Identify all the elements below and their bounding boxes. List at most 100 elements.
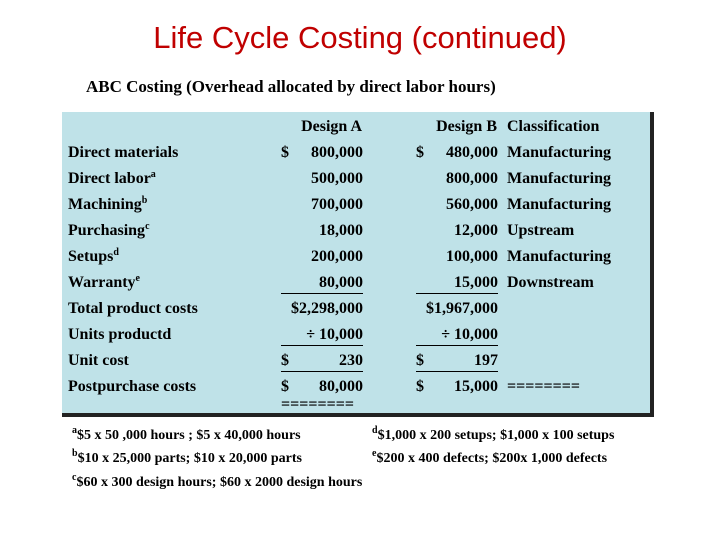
row-label: Units productd (68, 325, 171, 345)
classification: ======== (507, 378, 580, 395)
amount: 800,000 (446, 170, 498, 187)
design-a-cell: $230 (281, 351, 363, 372)
row-label: Total product costs (68, 299, 198, 319)
row-label: Unit cost (68, 351, 129, 371)
classification: Manufacturing (507, 170, 611, 187)
currency-sign: $ (416, 378, 424, 395)
currency-sign: $ (281, 378, 289, 395)
label-text: Warranty (68, 274, 136, 291)
double-rule: ======== (281, 396, 354, 413)
column-header: Design B (436, 118, 497, 135)
footnote: e$200 x 400 defects; $200x 1,000 defects (372, 448, 608, 467)
amount: 18,000 (319, 222, 363, 239)
row-label: Setupsd (68, 247, 119, 267)
row-label: Direct labora (68, 169, 156, 189)
amount: 80,000 (319, 378, 363, 395)
footnote-text: $5 x 50 ,000 hours ; $5 x 40,000 hours (77, 428, 301, 443)
row-label: Postpurchase costs (68, 377, 196, 397)
amount: 560,000 (446, 196, 498, 213)
footnote-text: $10 x 25,000 parts; $10 x 20,000 parts (77, 451, 302, 466)
classification: Manufacturing (507, 248, 611, 265)
label-text: Purchasing (68, 222, 146, 239)
amount: 230 (339, 352, 363, 369)
amount: ÷ 10,000 (306, 326, 363, 343)
design-b-cell: $197 (416, 351, 498, 372)
amount: 15,000 (454, 378, 498, 395)
design-b-cell: 560,000 (416, 195, 498, 215)
amount: 100,000 (446, 248, 498, 265)
classification: Upstream (507, 222, 575, 239)
amount: 197 (474, 352, 498, 369)
currency-sign: $ (416, 144, 424, 161)
table-box (62, 112, 654, 417)
footnote-mark: e (372, 448, 377, 459)
column-header: Classification (507, 118, 600, 135)
footnote-mark: a (72, 425, 77, 436)
label-text: Total product costs (68, 300, 198, 317)
footnote-text: $60 x 300 design hours; $60 x 2000 desig… (76, 475, 363, 490)
footnote-mark: b (72, 448, 78, 459)
design-a-cell: 18,000 (281, 221, 363, 241)
row-label: Direct materials (68, 143, 178, 163)
design-a-cell: $80,000 (281, 377, 363, 397)
amount: 500,000 (311, 170, 363, 187)
design-b-cell: $1,967,000 (416, 299, 498, 319)
footnote: a$5 x 50 ,000 hours ; $5 x 40,000 hours (72, 425, 301, 444)
row-label: Warrantye (68, 273, 140, 293)
footnote-mark: c (145, 221, 150, 232)
design-b-cell: $480,000 (416, 143, 498, 163)
subtitle: ABC Costing (Overhead allocated by direc… (86, 77, 496, 96)
design-a-cell: 80,000 (281, 273, 363, 294)
footnote-mark: d (113, 247, 119, 258)
classification: Manufacturing (507, 196, 611, 213)
currency-sign: $ (416, 352, 424, 369)
row-label: Machiningb (68, 195, 147, 215)
footnote-text: $200 x 400 defects; $200x 1,000 defects (376, 451, 608, 466)
design-a-cell: 700,000 (281, 195, 363, 215)
amount: $1,967,000 (426, 300, 498, 317)
amount: 12,000 (454, 222, 498, 239)
design-a-cell: ÷ 10,000 (281, 325, 363, 346)
footnote-mark: d (372, 425, 378, 436)
amount: 800,000 (311, 144, 363, 161)
footnote-mark: b (141, 195, 148, 206)
design-a-cell: $2,298,000 (281, 299, 363, 319)
footnote-mark: a (150, 169, 156, 180)
design-b-cell: 15,000 (416, 273, 498, 294)
classification: Downstream (507, 274, 594, 291)
amount: 700,000 (311, 196, 363, 213)
amount: 15,000 (454, 274, 498, 291)
currency-sign: $ (281, 352, 289, 369)
design-b-cell: 800,000 (416, 169, 498, 189)
row-label: Purchasingc (68, 221, 150, 241)
footnote: d$1,000 x 200 setups; $1,000 x 100 setup… (372, 425, 615, 444)
label-text: Units productd (68, 326, 172, 343)
amount: 480,000 (446, 144, 498, 161)
amount: 80,000 (319, 274, 363, 291)
label-text: Unit cost (68, 352, 129, 369)
footnote: b$10 x 25,000 parts; $10 x 20,000 parts (72, 448, 302, 467)
design-a-cell: 200,000 (281, 247, 363, 267)
design-b-cell: $15,000 (416, 377, 498, 397)
label-text: Direct labor (68, 170, 151, 187)
title: Life Cycle Costing (continued) (153, 20, 567, 55)
footnote-mark: e (135, 273, 140, 284)
label-text: Direct materials (68, 144, 179, 161)
design-b-cell: ÷ 10,000 (416, 325, 498, 346)
footnote: c$60 x 300 design hours; $60 x 2000 desi… (72, 472, 363, 491)
label-text: Setups (68, 248, 114, 265)
footnote-mark: c (72, 472, 77, 483)
amount: 200,000 (311, 248, 363, 265)
amount: $2,298,000 (291, 300, 363, 317)
design-b-cell: 12,000 (416, 221, 498, 241)
label-text: Postpurchase costs (68, 378, 197, 395)
amount: ÷ 10,000 (441, 326, 498, 343)
footnote-text: $1,000 x 200 setups; $1,000 x 100 setups (377, 428, 615, 443)
design-b-cell: 100,000 (416, 247, 498, 267)
column-header: Design A (301, 118, 362, 135)
design-a-cell: $800,000 (281, 143, 363, 163)
currency-sign: $ (281, 144, 289, 161)
label-text: Machining (68, 196, 142, 213)
design-a-cell: 500,000 (281, 169, 363, 189)
